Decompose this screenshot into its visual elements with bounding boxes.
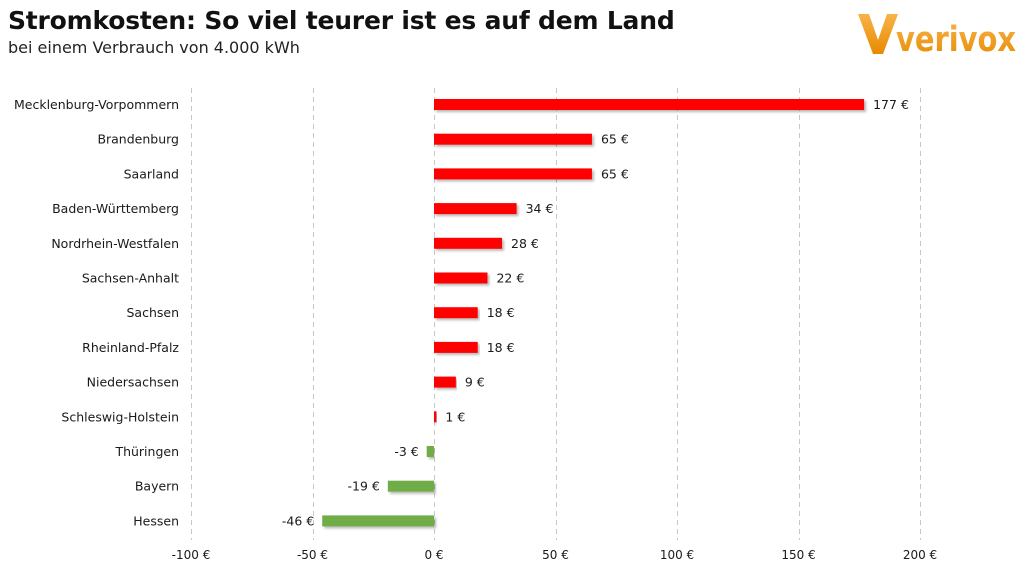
bar bbox=[434, 99, 865, 110]
x-tick-label: 0 € bbox=[424, 548, 443, 562]
bar bbox=[434, 237, 503, 249]
bars bbox=[322, 99, 865, 527]
bar bbox=[387, 480, 434, 492]
category-label: Niedersachsen bbox=[87, 375, 179, 390]
category-label: Brandenburg bbox=[97, 132, 179, 147]
category-label: Sachsen-Anhalt bbox=[82, 271, 179, 286]
category-label: Hessen bbox=[133, 513, 179, 528]
bar bbox=[434, 411, 437, 423]
bar bbox=[434, 376, 456, 388]
bar bbox=[434, 203, 517, 215]
x-tick-label: 200 € bbox=[903, 548, 937, 562]
value-label: 18 € bbox=[487, 305, 515, 320]
category-label: Mecklenburg-Vorpommern bbox=[14, 97, 179, 112]
value-label: 177 € bbox=[873, 97, 909, 112]
value-label: -3 € bbox=[394, 444, 418, 459]
x-tick-label: -50 € bbox=[297, 548, 328, 562]
value-label: 65 € bbox=[601, 132, 629, 147]
bar bbox=[434, 307, 478, 319]
category-label: Bayern bbox=[135, 479, 179, 494]
bar bbox=[322, 515, 434, 527]
x-tick-label: 100 € bbox=[660, 548, 694, 562]
bar bbox=[434, 168, 592, 180]
bar bbox=[434, 272, 488, 284]
category-label: Schleswig-Holstein bbox=[61, 409, 179, 424]
value-label: -19 € bbox=[347, 479, 379, 494]
labels: -100 € -50 € 0 € 50 € 100 € 150 € 200 € Mecklen… bbox=[14, 97, 937, 562]
bar bbox=[434, 133, 592, 145]
value-label: 65 € bbox=[601, 166, 629, 181]
bar bbox=[426, 446, 434, 457]
chart-title: Stromkosten: So viel teurer ist es auf d… bbox=[8, 6, 675, 35]
grid-lines bbox=[191, 88, 921, 540]
verivox-wordmark: verivox bbox=[896, 20, 1016, 58]
value-label: 22 € bbox=[496, 271, 524, 286]
bar bbox=[434, 341, 478, 353]
value-label: 1 € bbox=[445, 409, 465, 424]
x-tick-label: 50 € bbox=[542, 548, 569, 562]
chart-subtitle: bei einem Verbrauch von 4.000 kWh bbox=[8, 38, 300, 57]
category-label: Rheinland-Pfalz bbox=[82, 340, 179, 355]
category-label: Thüringen bbox=[114, 444, 179, 459]
category-label: Saarland bbox=[124, 166, 179, 181]
x-tick-label: -100 € bbox=[172, 548, 211, 562]
value-label: -46 € bbox=[282, 513, 314, 528]
value-label: 34 € bbox=[526, 201, 554, 216]
value-label: 9 € bbox=[465, 375, 485, 390]
category-label: Nordrhein-Westfalen bbox=[51, 236, 179, 251]
verivox-logo: verivox bbox=[858, 14, 1016, 58]
x-tick-label: 150 € bbox=[781, 548, 815, 562]
category-label: Baden-Württemberg bbox=[52, 201, 179, 216]
value-label: 28 € bbox=[511, 236, 539, 251]
value-label: 18 € bbox=[487, 340, 515, 355]
category-label: Sachsen bbox=[126, 305, 179, 320]
verivox-v-mark bbox=[858, 14, 898, 54]
